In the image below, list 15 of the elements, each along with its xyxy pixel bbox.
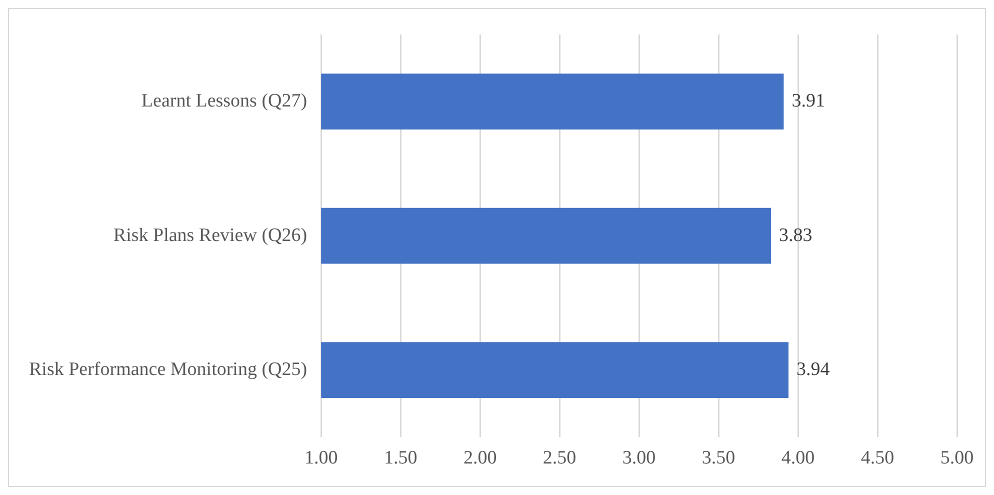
data-label: 3.94 — [796, 359, 830, 380]
y-tick-label: Risk Performance Monitoring (Q25) — [28, 359, 308, 380]
x-tick-label: 4.00 — [781, 448, 815, 469]
y-tick-label: Risk Plans Review (Q26) — [113, 224, 308, 246]
x-tick-label: 2.50 — [542, 448, 576, 469]
x-tick-label: 2.00 — [463, 448, 497, 469]
x-tick-label: 4.50 — [860, 448, 894, 469]
x-tick-label: 1.50 — [384, 448, 418, 469]
x-tick-label: 3.50 — [702, 448, 736, 469]
y-tick-label: Learnt Lessons (Q27) — [141, 90, 308, 112]
data-label: 3.83 — [778, 224, 812, 246]
x-tick-label: 3.00 — [622, 448, 656, 469]
x-tick-label: 5.00 — [940, 448, 974, 469]
data-label: 3.91 — [792, 90, 825, 112]
x-tick-label: 1.00 — [304, 448, 338, 469]
